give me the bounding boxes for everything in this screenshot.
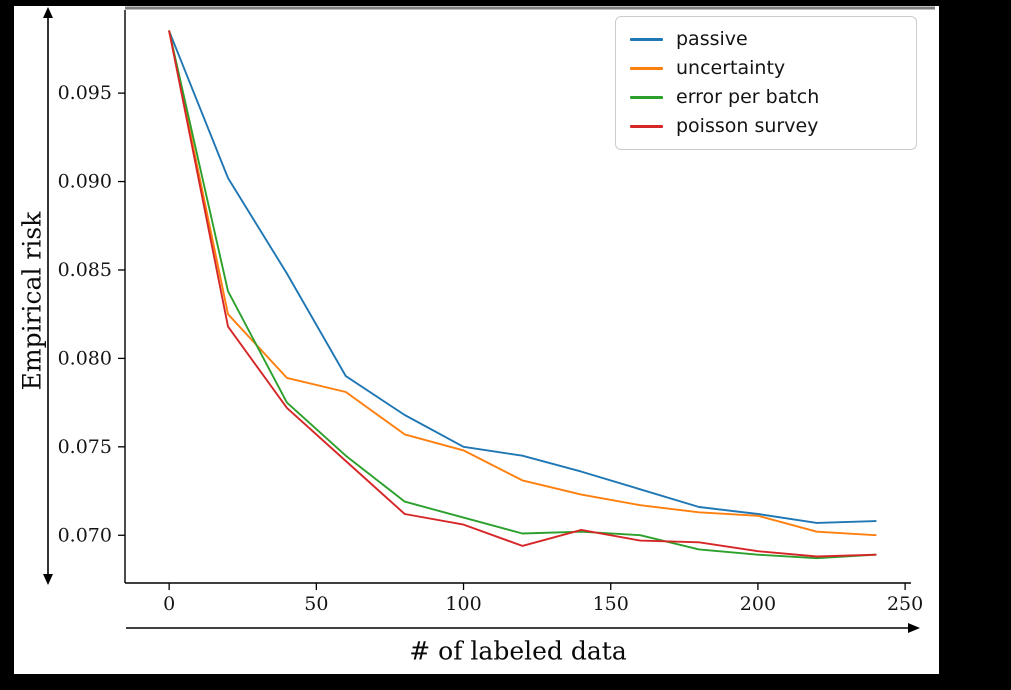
x-tick-label: 0 bbox=[163, 593, 175, 615]
x-tick-label: 50 bbox=[304, 593, 328, 615]
y-axis-label: Empirical risk bbox=[17, 211, 47, 391]
y-axis-arrow-head-down bbox=[43, 574, 53, 585]
x-tick-label: 250 bbox=[887, 593, 923, 615]
legend-label: poisson survey bbox=[676, 115, 819, 137]
x-tick-label: 200 bbox=[740, 593, 776, 615]
x-tick-label: 100 bbox=[445, 593, 481, 615]
y-tick-label: 0.090 bbox=[58, 171, 112, 193]
x-tick-label: 150 bbox=[593, 593, 629, 615]
legend-line-swatch bbox=[630, 38, 663, 41]
legend-item-uncertainty: uncertainty bbox=[630, 59, 902, 78]
legend-label: passive bbox=[676, 28, 748, 50]
y-axis-arrow-head-up bbox=[43, 7, 53, 18]
y-tick-label: 0.075 bbox=[58, 436, 112, 458]
legend-label: uncertainty bbox=[676, 57, 786, 79]
x-axis-arrow-head-right bbox=[908, 623, 920, 633]
x-axis-label: # of labeled data bbox=[409, 636, 627, 666]
y-tick-label: 0.095 bbox=[58, 82, 112, 104]
series-line-poisson-survey bbox=[168, 30, 877, 558]
series-line-uncertainty bbox=[168, 30, 877, 537]
chart-figure: 0 50 100 150 200 250 0.070 0.075 0.080 0.085 0.090… bbox=[14, 6, 939, 674]
legend-item-passive: passive bbox=[630, 30, 902, 49]
series-line-error-per-batch bbox=[168, 30, 877, 560]
legend-line-swatch bbox=[630, 125, 663, 128]
legend-line-swatch bbox=[630, 96, 663, 99]
legend-label: error per batch bbox=[676, 86, 820, 108]
y-tick-label: 0.085 bbox=[58, 259, 112, 281]
legend-item-poisson-survey: poisson survey bbox=[630, 117, 902, 136]
y-tick-label: 0.070 bbox=[58, 524, 112, 546]
legend-line-swatch bbox=[630, 67, 663, 70]
legend-item-error-per-batch: error per batch bbox=[630, 88, 902, 107]
legend: passive uncertainty error per batch pois… bbox=[615, 16, 917, 150]
series-line-passive bbox=[168, 30, 877, 524]
chart-plot-area: 0 50 100 150 200 250 0.070 0.075 0.080 0.085 0.090… bbox=[43, 6, 935, 633]
y-tick-label: 0.080 bbox=[58, 347, 112, 369]
